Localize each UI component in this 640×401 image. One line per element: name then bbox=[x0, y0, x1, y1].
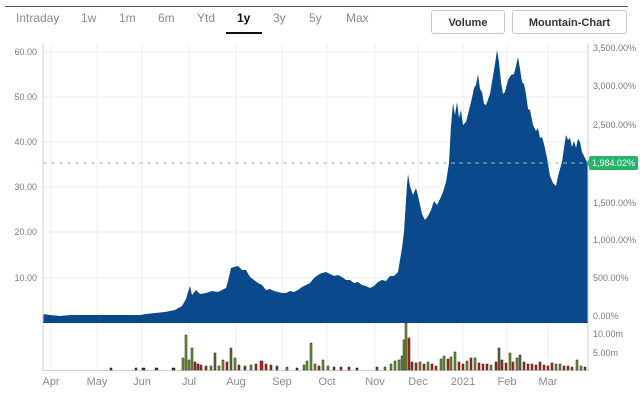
svg-text:Jul: Jul bbox=[182, 376, 196, 388]
svg-text:Jun: Jun bbox=[133, 376, 151, 388]
svg-text:0.00%: 0.00% bbox=[593, 311, 619, 321]
active-tab-underline bbox=[226, 32, 262, 34]
right-axis: 3,500.00% 3,000.00% 2,500.00% 1,500.00% … bbox=[593, 43, 636, 358]
svg-text:Nov: Nov bbox=[365, 376, 385, 388]
svg-text:Apr: Apr bbox=[42, 376, 59, 388]
price-area bbox=[43, 50, 588, 322]
tab-6m[interactable]: 6m bbox=[158, 11, 175, 25]
svg-text:50.00: 50.00 bbox=[14, 92, 37, 102]
tab-5y[interactable]: 5y bbox=[309, 11, 322, 25]
left-axis: 60.00 50.00 40.00 30.00 20.00 10.00 bbox=[14, 47, 37, 283]
tab-ytd[interactable]: Ytd bbox=[197, 11, 216, 25]
svg-text:5.00m: 5.00m bbox=[593, 348, 618, 358]
svg-text:60.00: 60.00 bbox=[14, 47, 37, 57]
current-value-badge: 1,984.02% bbox=[589, 156, 639, 170]
svg-text:1,000.00%: 1,000.00% bbox=[593, 235, 636, 245]
volume-bars bbox=[109, 322, 587, 371]
svg-text:Aug: Aug bbox=[226, 376, 246, 388]
svg-text:40.00: 40.00 bbox=[14, 137, 37, 147]
tab-1w[interactable]: 1w bbox=[81, 11, 97, 25]
x-axis: Apr May Jun Jul Aug Sep Oct Nov Dec 2021… bbox=[42, 376, 557, 388]
svg-text:10.00m: 10.00m bbox=[593, 329, 623, 339]
top-divider bbox=[5, 6, 628, 7]
svg-text:Sep: Sep bbox=[272, 376, 292, 388]
svg-text:30.00: 30.00 bbox=[14, 182, 37, 192]
svg-text:Feb: Feb bbox=[498, 376, 517, 388]
svg-text:500.00%: 500.00% bbox=[593, 273, 629, 283]
svg-text:2,500.00%: 2,500.00% bbox=[593, 120, 636, 130]
svg-text:3,000.00%: 3,000.00% bbox=[593, 81, 636, 91]
svg-text:20.00: 20.00 bbox=[14, 227, 37, 237]
svg-text:3,500.00%: 3,500.00% bbox=[593, 43, 636, 53]
svg-text:Mar: Mar bbox=[539, 376, 558, 388]
svg-text:Dec: Dec bbox=[408, 376, 428, 388]
svg-text:1,500.00%: 1,500.00% bbox=[593, 198, 636, 208]
svg-text:May: May bbox=[87, 376, 108, 388]
tab-intraday[interactable]: Intraday bbox=[16, 11, 60, 25]
volume-button[interactable]: Volume bbox=[431, 10, 505, 34]
mountain-chart-button[interactable]: Mountain-Chart bbox=[512, 10, 627, 34]
tab-1y[interactable]: 1y bbox=[237, 11, 251, 25]
svg-text:10.00: 10.00 bbox=[14, 273, 37, 283]
tab-3y[interactable]: 3y bbox=[273, 11, 286, 25]
tab-max[interactable]: Max bbox=[346, 11, 369, 25]
svg-text:Oct: Oct bbox=[318, 376, 335, 388]
tab-1m[interactable]: 1m bbox=[119, 11, 136, 25]
svg-text:2021: 2021 bbox=[451, 376, 475, 388]
